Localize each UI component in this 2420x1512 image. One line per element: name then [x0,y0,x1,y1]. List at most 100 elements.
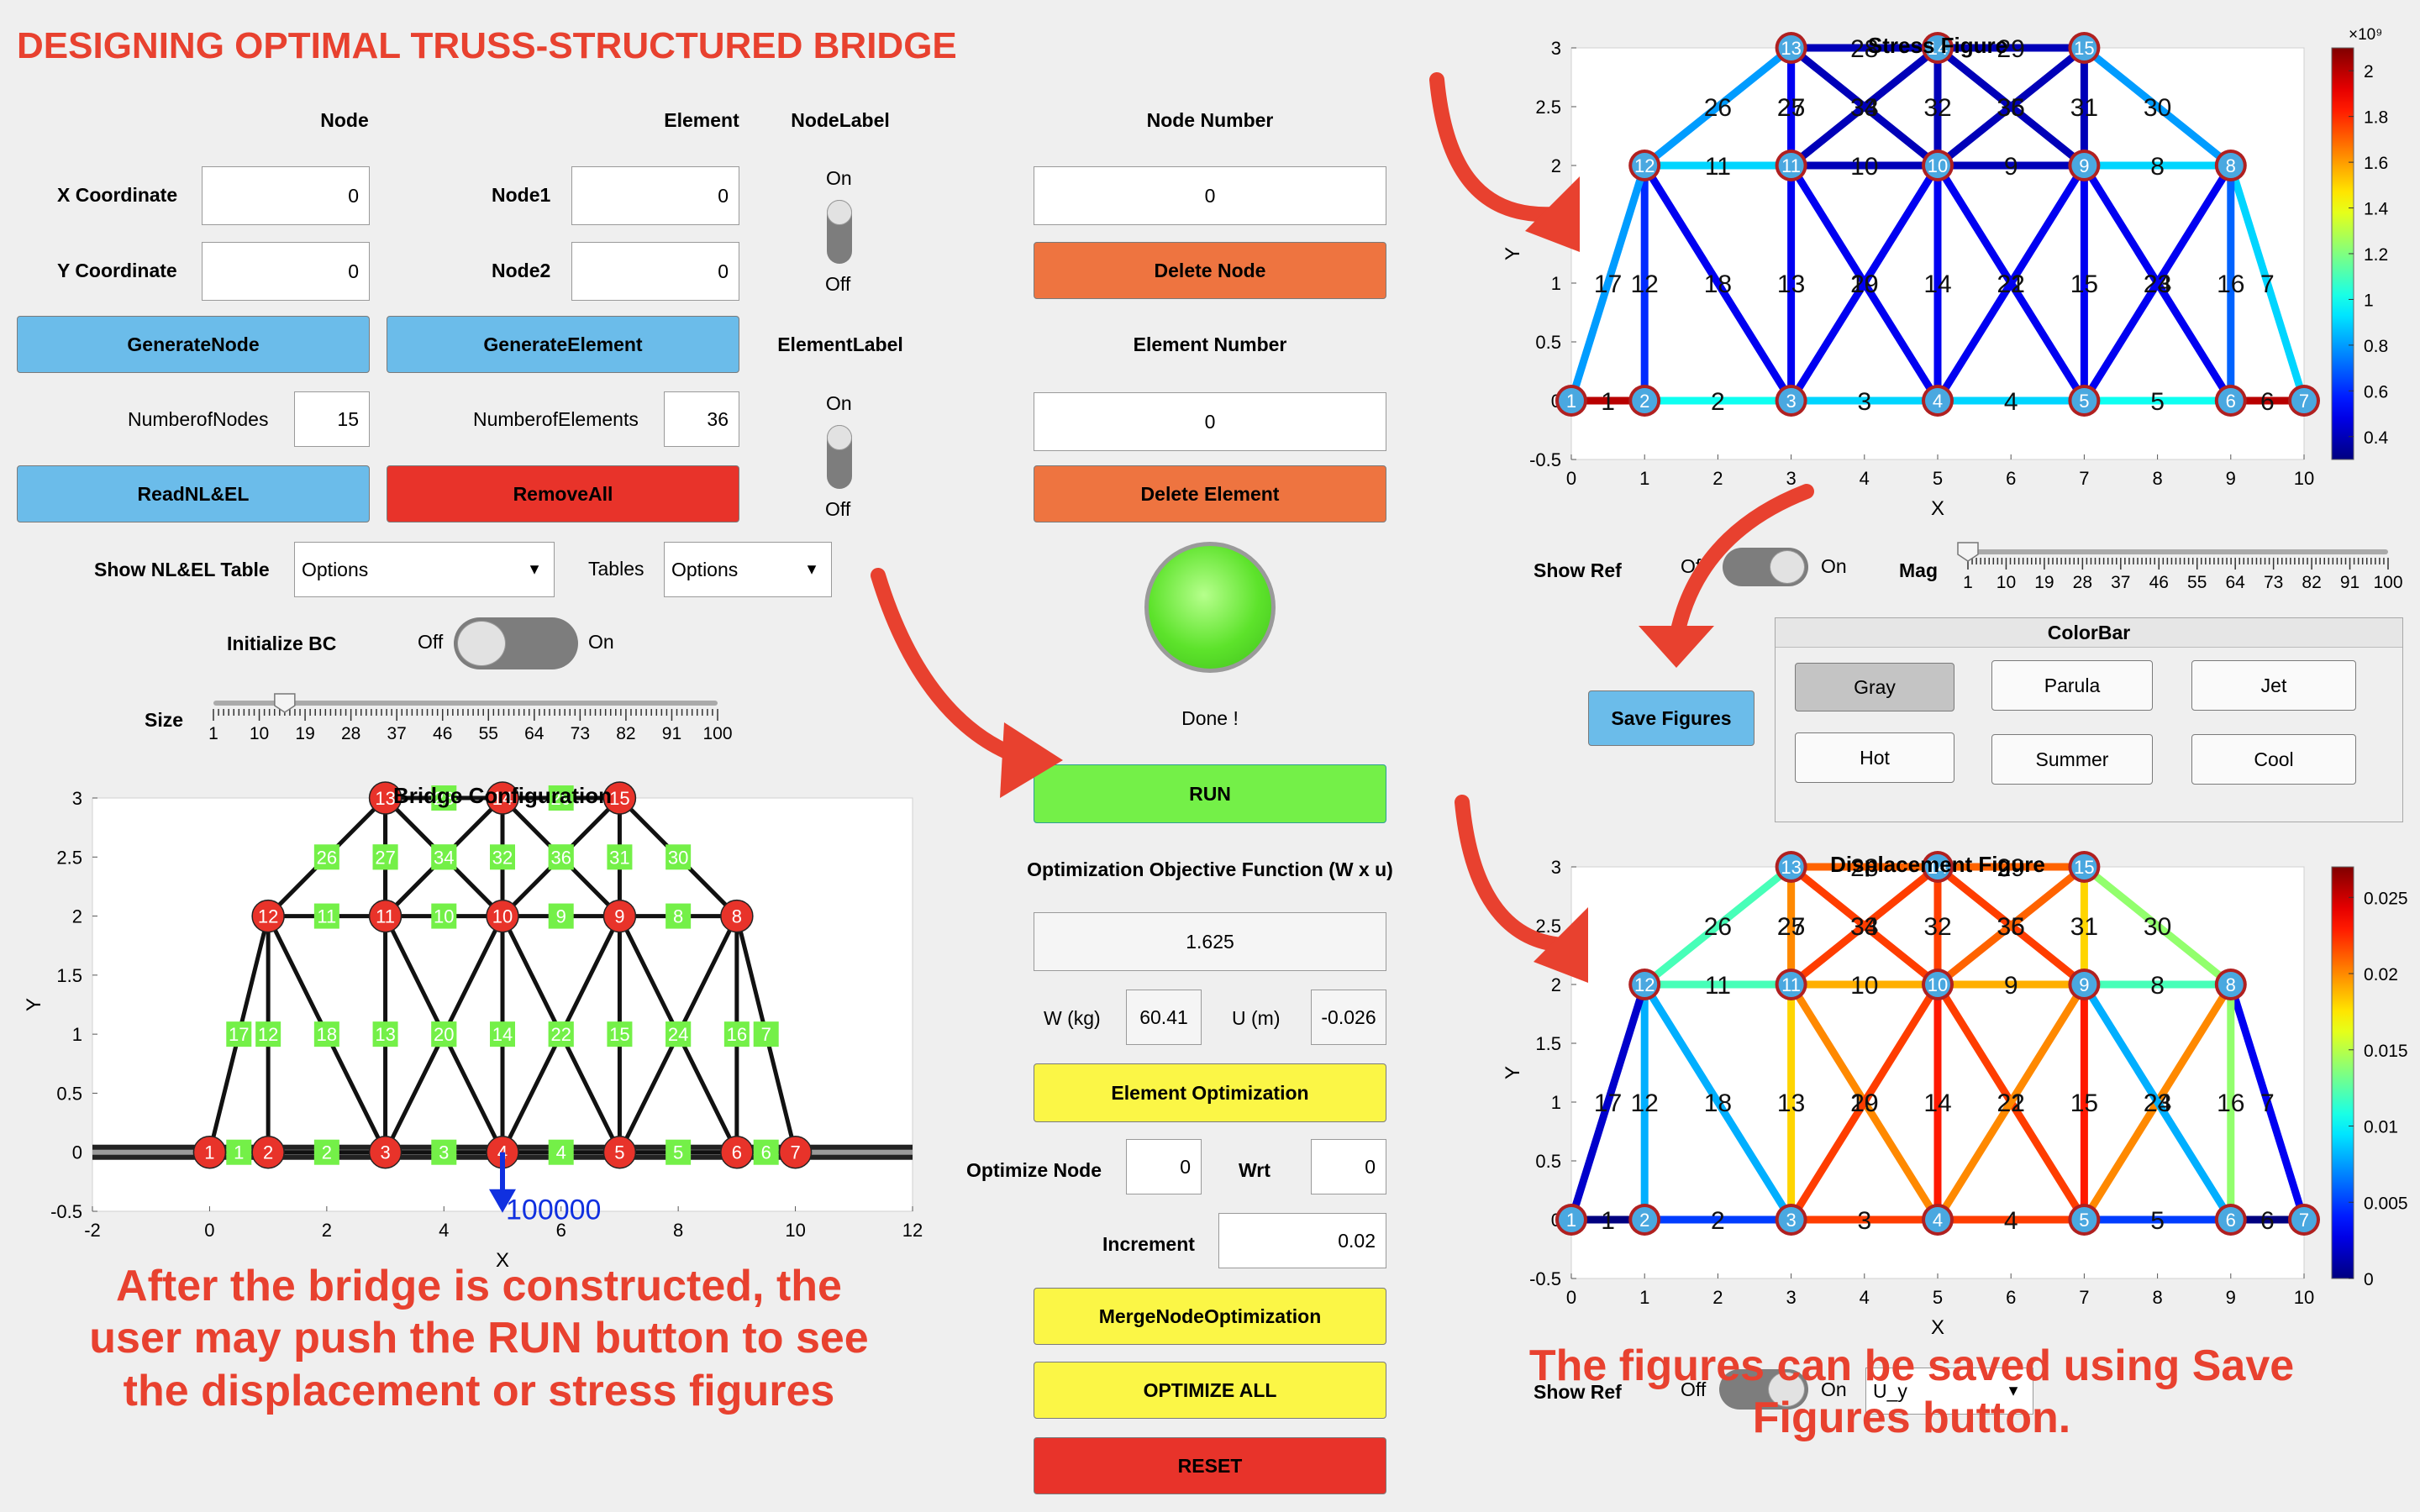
element-label: 36 [1997,94,2025,122]
node-label-toggle[interactable] [827,200,852,264]
element-label-off-text: Off [825,498,851,520]
mag-slider[interactable]: 1 10 19 28 37 46 55 64 73 82 91 100 [1949,538,2420,605]
size-slider-tick-label: 46 [433,724,452,743]
number-of-elements-field[interactable]: 36 [664,391,739,447]
x-tick-label: 7 [2079,1287,2089,1308]
element-label-box [372,844,398,870]
truss-member [1933,863,2088,989]
y-tick-label: 3 [1551,857,1561,878]
increment-input[interactable]: 0.02 [1218,1213,1386,1268]
merge-node-optimization-button[interactable]: MergeNodeOptimization [1034,1288,1386,1345]
element-label-toggle[interactable] [827,425,852,489]
mag-slider-tick-label: 64 [2226,573,2246,592]
wrt-input[interactable]: 0 [1311,1139,1386,1194]
element-label: 27 [375,847,395,868]
node-marker [192,1135,227,1169]
node1-input[interactable]: 0 [571,166,739,225]
w-value: 60.41 [1126,990,1202,1045]
y-tick-label: 1 [72,1024,82,1045]
read-nl-el-button[interactable]: ReadNL&EL [17,465,370,522]
colormap-jet-button[interactable]: Jet [2191,660,2356,711]
element-label: 14 [492,1024,513,1045]
colormap-parula-button[interactable]: Parula [1991,660,2153,711]
element-label-box [372,1021,398,1047]
disp-show-ref-on-text: On [1821,1378,1847,1400]
colormap-summer-button[interactable]: Summer [1991,734,2153,785]
mag-slider-track [1968,549,2388,554]
colorbar-tick-label: 0.6 [2364,382,2388,402]
node-number-input[interactable]: 0 [1034,166,1386,225]
y-axis-label: Y [23,998,45,1011]
number-of-nodes-field[interactable]: 15 [294,391,370,447]
node-marker [2071,972,2097,997]
y-coordinate-input[interactable]: 0 [202,242,370,301]
mag-label: Mag [1899,559,1938,581]
element-optimization-button[interactable]: Element Optimization [1034,1063,1386,1122]
size-slider-tick-label: 100 [702,724,732,743]
node-label: 7 [790,1142,800,1163]
element-label: 8 [2150,153,2165,181]
node2-input[interactable]: 0 [571,242,739,301]
colormap-cool-button[interactable]: Cool [2191,734,2356,785]
node-label: 9 [614,906,624,927]
element-label: 13 [375,1024,395,1045]
element-label: 30 [2144,913,2171,941]
delete-element-button[interactable]: Delete Element [1034,465,1386,522]
element-label: 22 [1997,1089,2025,1117]
colormap-gray-button[interactable]: Gray [1795,663,1954,711]
element-label: 6 [2260,1207,2275,1235]
generate-node-button[interactable]: GenerateNode [17,316,370,373]
disp-show-ref-toggle[interactable] [1719,1369,1808,1410]
initialize-bc-toggle[interactable] [454,617,578,669]
reset-button[interactable]: RESET [1034,1437,1386,1494]
generate-element-button[interactable]: GenerateElement [387,316,739,373]
element-label-box [490,1021,515,1047]
save-figures-button[interactable]: Save Figures [1588,690,1754,746]
element-label: 30 [668,847,688,868]
delete-node-button[interactable]: Delete Node [1034,242,1386,299]
element-label: 32 [1923,94,1951,122]
element-label: 31 [2070,94,2098,122]
element-label: 4 [556,1142,566,1163]
tables-dropdown[interactable]: Options ▼ [664,542,832,597]
run-button[interactable]: RUN [1034,764,1386,823]
node-marker [486,899,519,933]
remove-all-button[interactable]: RemoveAll [387,465,739,522]
node2-label: Node2 [492,260,551,281]
node-marker [1559,1207,1584,1232]
element-label: 10 [1850,153,1878,181]
element-label: 15 [609,1024,629,1045]
toggle-knob [827,425,852,450]
node-marker [778,1135,813,1169]
y-tick-label: 2 [72,906,82,927]
node-marker [1632,153,1658,178]
optimize-node-input[interactable]: 0 [1126,1139,1202,1194]
element-label: 4 [2004,1207,2018,1235]
element-label: 31 [2070,913,2098,941]
size-slider[interactable]: 1 10 19 28 37 46 55 64 73 82 91 100 [202,689,739,748]
element-label: 18 [1704,1089,1732,1117]
stress-show-ref-toggle[interactable] [1723,548,1808,586]
initialize-bc-on-text: On [588,631,614,653]
x-coordinate-input[interactable]: 0 [202,166,370,225]
node-marker [1778,854,1804,879]
node-label: 13 [1781,38,1801,59]
element-label-box [666,1021,692,1047]
node-marker [1778,388,1804,413]
element-label: 33 [1850,913,1878,941]
colormap-hot-button[interactable]: Hot [1795,732,1954,783]
element-number-input[interactable]: 0 [1034,392,1386,451]
displacement-component-dropdown[interactable]: U_y ▼ [1865,1368,2033,1415]
show-table-dropdown[interactable]: Options ▼ [294,542,555,597]
node-label: 15 [609,788,629,809]
element-label: 36 [550,847,571,868]
element-label: 8 [2150,972,2165,1000]
node-label: 2 [1639,1210,1649,1231]
element-label: 29 [1997,854,2025,882]
colorbar-exponent: ×10⁹ [2349,26,2382,44]
element-label-box [431,903,457,929]
optimize-all-button[interactable]: OPTIMIZE ALL [1034,1362,1386,1419]
element-label: 9 [556,906,566,927]
element-label: 6 [761,1142,771,1163]
colorbar-tick-label: 0.01 [2364,1118,2398,1137]
